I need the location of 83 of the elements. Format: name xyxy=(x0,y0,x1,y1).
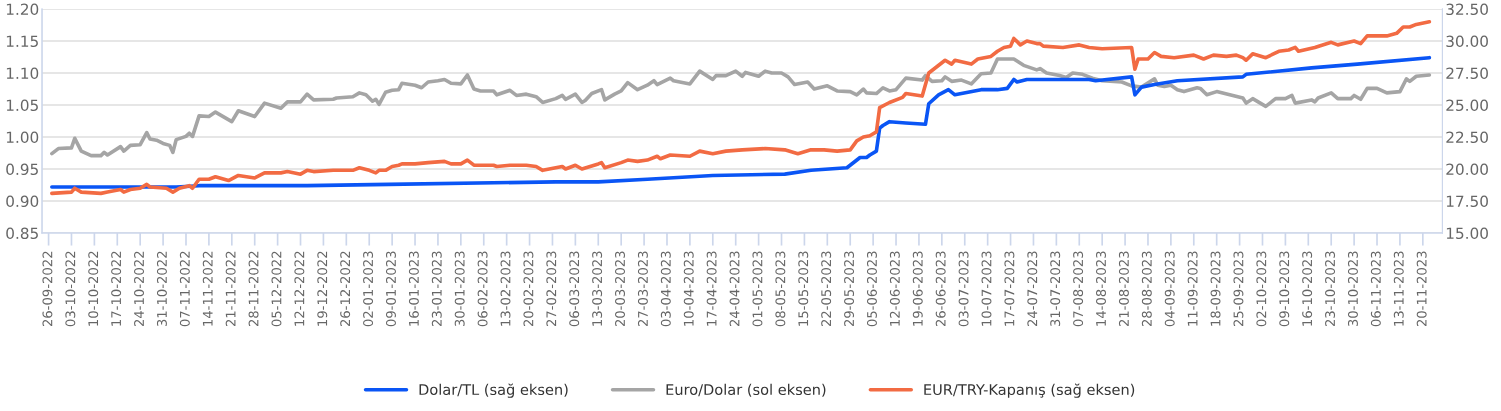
x-tick-label: 15-05-2023 xyxy=(798,251,809,326)
x-tick-label: 03-04-2023 xyxy=(660,251,671,327)
x-tick-label: 30-10-2023 xyxy=(1347,251,1358,327)
x-tick-label: 07-11-2022 xyxy=(179,251,190,327)
x-tick-label: 14-11-2022 xyxy=(202,251,213,326)
legend-label: Dolar/TL (sağ eksen) xyxy=(419,383,568,398)
x-tick-label: 08-05-2023 xyxy=(775,251,786,327)
x-tick-label: 10-07-2023 xyxy=(981,251,992,326)
x-tick-label: 17-07-2023 xyxy=(1004,251,1015,326)
x-tick-label: 11-09-2023 xyxy=(1187,251,1198,326)
x-tick-label: 21-11-2022 xyxy=(225,251,236,327)
x-tick-label: 06-03-2023 xyxy=(569,251,580,327)
line-series xyxy=(50,57,1432,158)
x-tick-label: 10-10-2022 xyxy=(88,251,99,326)
y2-tick-label: 20.00 xyxy=(1446,163,1488,176)
x-tick-label: 16-01-2023 xyxy=(408,251,419,326)
x-tick-label: 27-02-2023 xyxy=(546,251,557,327)
x-tick-label: 05-12-2022 xyxy=(271,251,282,327)
x-tick-label: 07-08-2023 xyxy=(1073,251,1084,327)
x-tick-label: 28-11-2022 xyxy=(248,251,259,327)
y2-tick-label: 30.00 xyxy=(1446,35,1488,48)
x-tick-label: 02-10-2023 xyxy=(1256,251,1267,327)
x-tick-label: 21-08-2023 xyxy=(1118,251,1129,327)
y-tick-label: 1.05 xyxy=(6,99,38,112)
x-tick-label: 20-11-2023 xyxy=(1416,251,1427,327)
y-tick-label: 1.00 xyxy=(6,131,39,144)
x-tick-label: 17-04-2023 xyxy=(706,251,717,326)
x-tick-label: 05-06-2023 xyxy=(866,251,877,327)
x-tick-label: 31-07-2023 xyxy=(1050,251,1061,327)
x-tick-label: 10-04-2023 xyxy=(683,251,694,326)
y-tick-label: 1.20 xyxy=(6,3,39,16)
line-series xyxy=(50,55,1432,189)
x-tick-label: 19-06-2023 xyxy=(912,251,923,326)
y2-tick-label: 17.50 xyxy=(1446,195,1488,208)
x-tick-label: 17-10-2022 xyxy=(111,251,122,326)
x-tick-label: 06-02-2023 xyxy=(477,251,488,327)
x-tick-label: 13-03-2023 xyxy=(592,251,603,326)
y-tick-label: 0.90 xyxy=(6,195,39,208)
legend-label: EUR/TRY-Kapanış (sağ eksen) xyxy=(924,383,1135,398)
x-tick-label: 22-05-2023 xyxy=(821,251,832,327)
x-tick-label: 24-07-2023 xyxy=(1027,251,1038,327)
y-tick-label: 1.15 xyxy=(6,35,38,48)
x-tick-label: 24-10-2022 xyxy=(134,251,145,327)
x-tick-label: 25-09-2023 xyxy=(1233,251,1244,327)
x-tick-label: 26-06-2023 xyxy=(935,251,946,327)
y2-tick-label: 25.00 xyxy=(1446,99,1488,112)
line-series xyxy=(50,20,1432,196)
x-tick-label: 30-01-2023 xyxy=(454,251,465,327)
x-tick-label: 31-10-2022 xyxy=(156,251,167,327)
x-tick-label: 20-02-2023 xyxy=(523,251,534,327)
x-tick-label: 03-07-2023 xyxy=(958,251,969,327)
x-tick-label: 27-03-2023 xyxy=(637,251,648,327)
x-tick-label: 29-05-2023 xyxy=(844,251,855,327)
y-tick-label: 0.95 xyxy=(6,163,38,176)
y2-tick-label: 32.50 xyxy=(1446,3,1488,16)
y2-tick-label: 15.00 xyxy=(1446,227,1488,240)
x-tick-label: 01-05-2023 xyxy=(752,251,763,327)
x-tick-label: 09-10-2023 xyxy=(1279,251,1290,327)
x-tick-label: 23-01-2023 xyxy=(431,251,442,327)
x-tick-label: 12-12-2022 xyxy=(294,251,305,326)
x-tick-label: 26-12-2022 xyxy=(340,251,351,327)
y2-tick-label: 27.50 xyxy=(1446,67,1488,80)
y-tick-label: 0.85 xyxy=(6,227,38,240)
x-tick-label: 20-03-2023 xyxy=(615,251,626,327)
x-tick-label: 19-12-2022 xyxy=(317,251,328,326)
x-tick-label: 04-09-2023 xyxy=(1164,251,1175,327)
x-tick-label: 13-02-2023 xyxy=(500,251,511,326)
x-tick-label: 02-01-2023 xyxy=(363,251,374,327)
x-tick-label: 16-10-2023 xyxy=(1302,251,1313,326)
x-tick-label: 26-09-2022 xyxy=(42,251,53,327)
y-tick-label: 1.10 xyxy=(6,67,39,80)
x-tick-label: 13-11-2023 xyxy=(1393,251,1404,326)
y2-tick-label: 22.50 xyxy=(1446,131,1488,144)
x-tick-label: 12-06-2023 xyxy=(889,251,900,326)
x-tick-label: 28-08-2023 xyxy=(1141,251,1152,327)
x-tick-label: 24-04-2023 xyxy=(729,251,740,327)
x-tick-label: 14-08-2023 xyxy=(1096,251,1106,326)
x-tick-label: 03-10-2022 xyxy=(65,251,76,327)
x-tick-label: 09-01-2023 xyxy=(385,251,396,327)
legend-label: Euro/Dolar (sol eksen) xyxy=(666,383,826,397)
x-tick-label: 23-10-2023 xyxy=(1325,251,1336,327)
x-tick-label: 06-11-2023 xyxy=(1370,251,1381,327)
x-tick-label: 18-09-2023 xyxy=(1210,251,1221,326)
